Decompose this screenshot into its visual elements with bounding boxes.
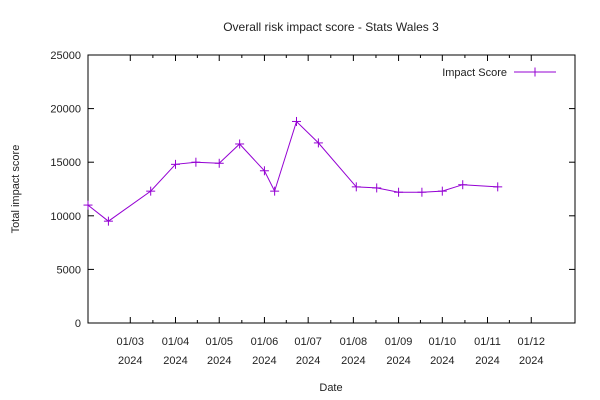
x-tick-label: 2024 xyxy=(252,355,276,367)
data-point xyxy=(146,186,156,196)
plot-frame xyxy=(87,54,576,324)
x-tick-label: 2024 xyxy=(475,355,499,367)
x-tick-label: 01/09 xyxy=(385,336,413,348)
x-tick-label: 01/08 xyxy=(340,336,368,348)
data-point xyxy=(259,166,269,176)
chart-title: Overall risk impact score - Stats Wales … xyxy=(223,20,439,34)
x-tick-label: 2024 xyxy=(163,355,187,367)
legend: Impact Score xyxy=(442,67,556,79)
y-tick-label: 25000 xyxy=(50,50,81,62)
x-tick-label: 2024 xyxy=(430,355,454,367)
data-point xyxy=(458,180,468,190)
x-tick-label: 01/07 xyxy=(294,336,322,348)
x-tick-label: 01/05 xyxy=(205,336,233,348)
series-layer xyxy=(83,116,503,226)
data-point xyxy=(191,157,201,167)
x-tick-label: 2024 xyxy=(296,355,320,367)
data-point xyxy=(313,138,323,148)
data-point xyxy=(103,216,113,226)
x-tick-label: 01/06 xyxy=(251,336,279,348)
x-tick-label: 01/03 xyxy=(117,336,145,348)
x-axis: 01/03 2024 01/04 2024 01/05 2024 01/06 2024 01/0… xyxy=(117,55,545,367)
x-tick-label: 01/10 xyxy=(429,336,457,348)
x-tick-label: 01/11 xyxy=(474,336,501,348)
y-tick-label: 20000 xyxy=(50,104,81,116)
y-tick-label: 5000 xyxy=(57,264,81,276)
x-tick-label: 01/12 xyxy=(517,336,545,348)
data-point xyxy=(372,183,382,193)
y-tick-label: 0 xyxy=(75,318,81,330)
data-point xyxy=(214,158,224,168)
x-tick-label: 2024 xyxy=(207,355,231,367)
data-point xyxy=(170,159,180,169)
data-point xyxy=(351,182,361,192)
data-point xyxy=(270,186,280,196)
legend-label: Impact Score xyxy=(442,67,507,79)
x-tick-label: 01/04 xyxy=(162,336,190,348)
x-tick-label: 2024 xyxy=(519,355,543,367)
x-tick-label: 2024 xyxy=(386,355,410,367)
x-axis-title: Date xyxy=(319,382,342,394)
data-point xyxy=(437,186,447,196)
data-point xyxy=(292,116,302,126)
data-point xyxy=(394,187,404,197)
data-point xyxy=(417,187,427,197)
x-tick-label: 2024 xyxy=(118,355,142,367)
y-axis: 0 5000 10000 15000 20000 25000 xyxy=(50,50,575,330)
y-tick-label: 10000 xyxy=(50,211,81,223)
y-axis-title: Total impact score xyxy=(10,145,22,234)
x-tick-label: 2024 xyxy=(341,355,365,367)
y-tick-label: 15000 xyxy=(50,157,81,169)
data-point xyxy=(83,200,93,210)
data-point xyxy=(493,182,503,192)
legend-marker xyxy=(530,67,540,77)
data-point xyxy=(235,139,245,149)
